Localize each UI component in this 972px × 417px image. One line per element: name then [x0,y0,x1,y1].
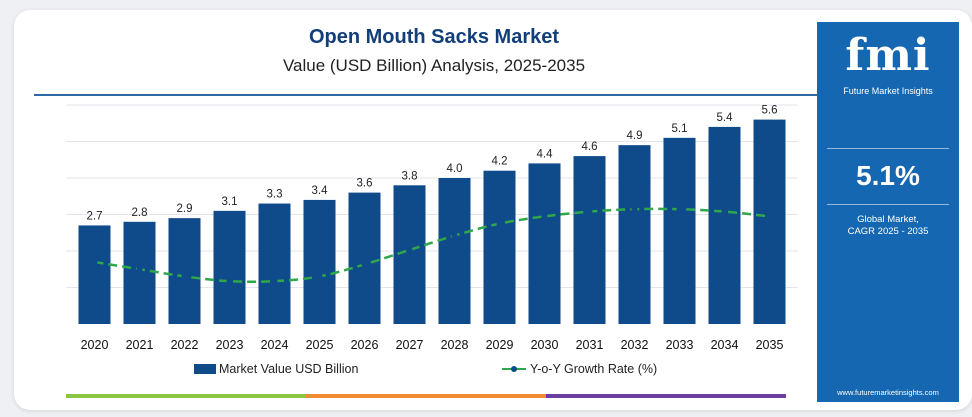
title-divider [34,94,834,96]
bar-label-2027: 3.8 [402,170,418,182]
x-tick-2029: 2029 [486,338,514,352]
accent-bar-green [66,394,306,398]
bar-2022 [168,218,201,324]
logo-subtitle: Future Market Insights [843,86,933,96]
growth-point-2034 [721,208,728,215]
bar-2034 [708,126,741,325]
growth-point-2031 [586,208,593,215]
x-tick-2020: 2020 [81,338,109,352]
growth-point-2020 [91,259,98,265]
x-tick-2034: 2034 [711,338,739,352]
x-tick-2022: 2022 [171,338,199,352]
bar-2026 [348,192,381,324]
sidebar-panel: fmi Future Market Insights 5.1% Global M… [817,22,959,402]
bar-label-2029: 4.2 [492,156,508,168]
growth-point-2028 [451,232,458,239]
chart-card: Open Mouth Sacks Market Value (USD Billi… [14,10,972,410]
x-tick-2021: 2021 [126,338,154,352]
x-tick-2031: 2031 [576,338,604,352]
bar-2021 [123,221,156,324]
growth-point-2029 [496,220,503,227]
bar-label-2020: 2.7 [87,210,103,222]
bar-label-2032: 4.9 [627,130,643,142]
growth-point-2032 [631,206,638,213]
fmi-logo: fmi [845,30,931,81]
website-link[interactable]: www.futuremarketinsights.com [837,388,939,397]
bar-series [78,119,786,325]
growth-rate-line [94,207,770,284]
bar-label-2031: 4.6 [582,141,598,153]
bar-label-2034: 5.4 [717,112,734,124]
x-tick-2023: 2023 [216,338,244,352]
bar-2028 [438,178,471,324]
growth-point-2027 [406,247,413,253]
growth-point-2021 [136,266,143,273]
growth-line-series [91,206,773,285]
growth-point-2022 [181,273,188,280]
growth-point-2035 [766,213,773,220]
bar-2032 [618,145,651,324]
cagr-value: 5.1% [856,160,920,191]
bar-label-2030: 4.4 [537,148,554,160]
x-tick-2032: 2032 [621,338,649,352]
x-tick-2025: 2025 [306,338,334,352]
bar-2033 [663,137,696,324]
bar-label-2023: 3.1 [222,196,238,208]
x-tick-2024: 2024 [261,338,289,352]
chart-plot: 2.7 2.8 2.9 3.1 3.3 3.4 3.6 3.8 4.0 4.2 4.4 4.6 4.9 5… [66,104,798,376]
bar-2023 [213,210,246,324]
bar-labels: 2.7 2.8 2.9 3.1 3.3 3.4 3.6 3.8 4.0 4.2 4.4 4.6 4.9 5… [87,105,778,223]
legend-bar-label: Market Value USD Billion [219,362,358,376]
bar-label-2022: 2.9 [177,203,193,215]
growth-point-2033 [676,206,683,213]
accent-bar-orange [306,394,546,398]
bar-label-2025: 3.4 [312,185,329,197]
growth-point-2023 [226,278,233,285]
x-tick-2027: 2027 [396,338,424,352]
legend: Market Value USD Billion Y-o-Y Growth Ra… [194,362,657,376]
bar-2024 [258,203,291,324]
legend-line-marker [511,366,517,372]
bar-label-2021: 2.8 [132,207,148,219]
bar-label-2035: 5.6 [762,105,778,117]
growth-point-2024 [271,278,278,285]
bar-2029 [483,170,516,324]
x-axis-ticks: 2020 2021 2022 2023 2024 2025 2026 2027 2028 2029… [81,338,784,352]
bar-label-2033: 5.1 [672,123,688,135]
bar-2031 [573,156,606,324]
legend-bar-swatch [194,364,216,374]
growth-point-2030 [541,213,548,220]
bar-label-2026: 3.6 [357,178,373,190]
sidebar-divider-bottom [827,204,949,205]
cagr-label-line2: CAGR 2025 - 2035 [847,226,929,237]
bar-2030 [528,163,561,324]
chart-title: Open Mouth Sacks Market [308,26,560,48]
bar-2035 [753,119,786,324]
accent-bar-purple [546,394,786,398]
x-tick-2035: 2035 [756,338,784,352]
cagr-label-line1: Global Market, [857,214,919,225]
sidebar-divider-top [827,148,949,149]
bar-label-2028: 4.0 [447,163,463,175]
x-tick-2030: 2030 [531,338,559,352]
bar-label-2024: 3.3 [267,189,283,201]
x-tick-2033: 2033 [666,338,694,352]
legend-line-label: Y-o-Y Growth Rate (%) [530,362,657,376]
growth-point-2026 [361,261,368,268]
bar-2020 [78,225,111,324]
chart-subtitle: Value (USD Billion) Analysis, 2025-2035 [282,56,586,75]
cagr-label: Global Market, CAGR 2025 - 2035 [817,214,959,238]
x-tick-2028: 2028 [441,338,469,352]
bar-2025 [303,199,336,324]
x-tick-2026: 2026 [351,338,379,352]
growth-point-2025 [316,273,323,280]
